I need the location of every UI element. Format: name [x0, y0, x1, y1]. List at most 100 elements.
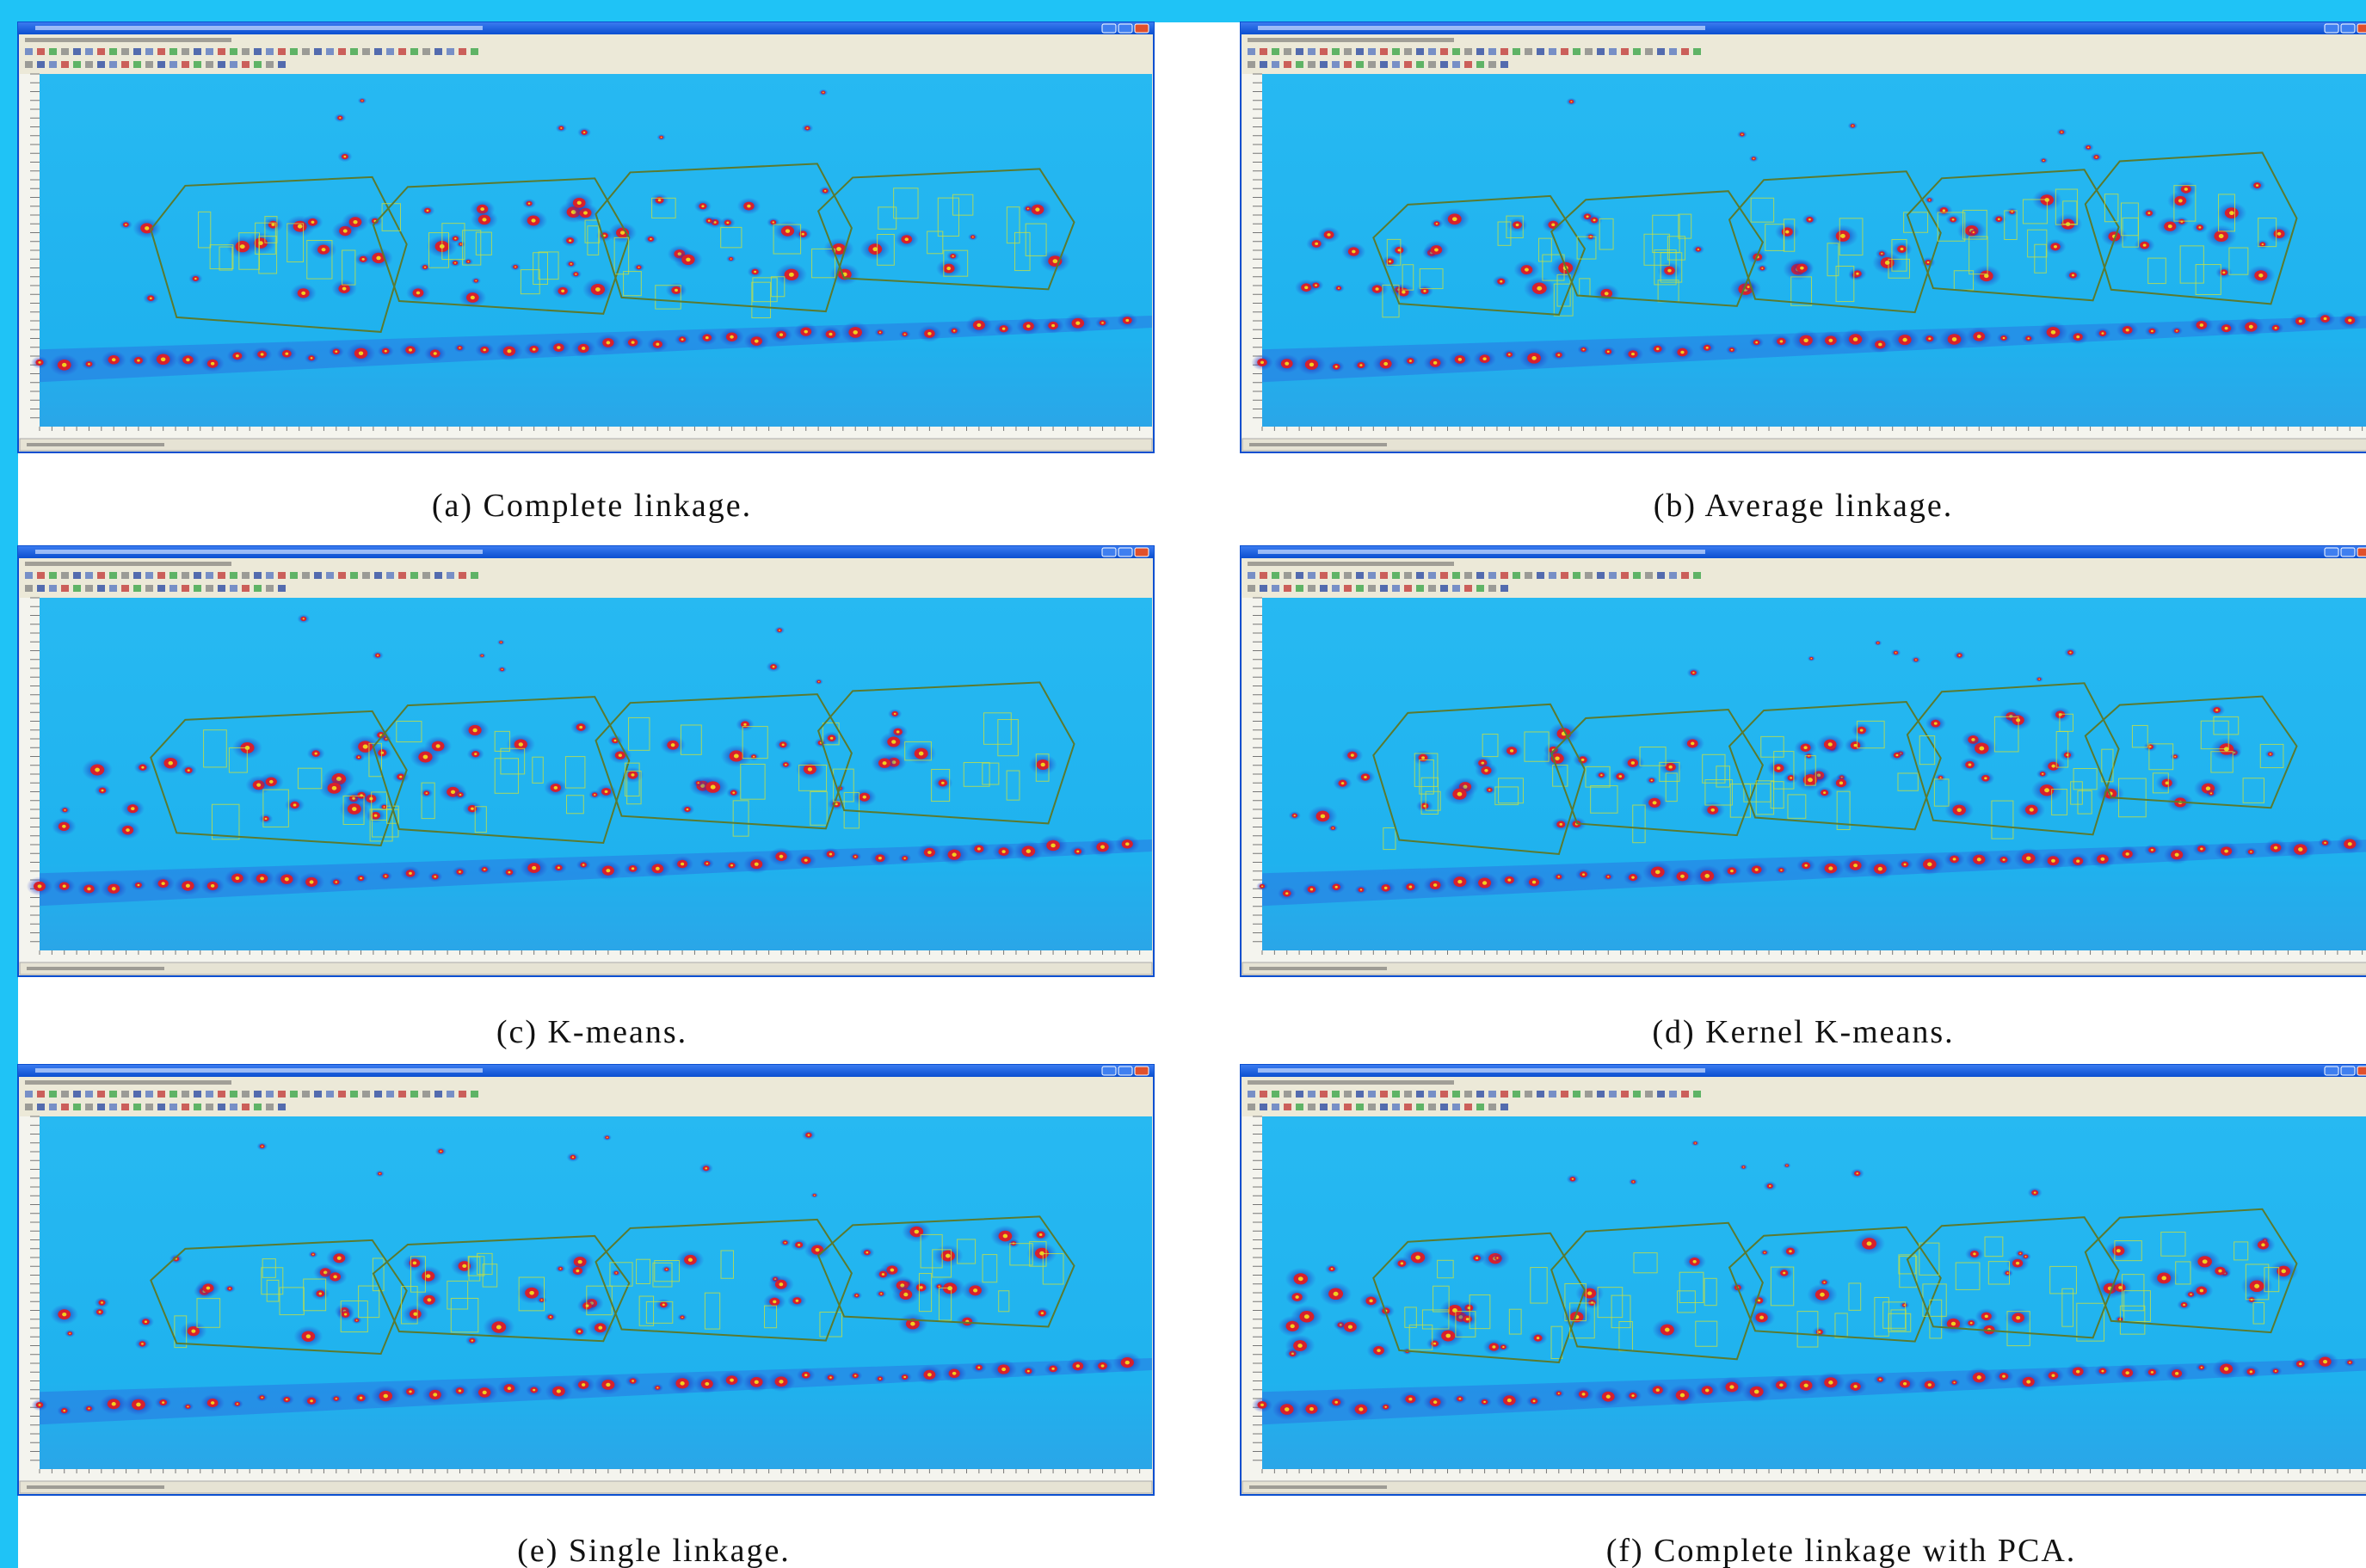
toolbar-icon — [121, 48, 129, 55]
peak-core — [2258, 274, 2263, 278]
peak-core — [730, 335, 734, 339]
peak-core — [1482, 881, 1487, 884]
peak-core — [1433, 883, 1437, 887]
toolbar-icon — [1404, 1104, 1412, 1110]
toolbar-icon — [1272, 1091, 1279, 1098]
toolbar-icon — [1464, 572, 1472, 579]
peak-core — [579, 726, 582, 729]
top-strip — [0, 0, 2366, 22]
toolbar-icon — [1392, 61, 1400, 68]
peak-core — [1476, 1257, 1478, 1259]
toolbar-icon — [1284, 61, 1291, 68]
peak-core — [972, 237, 974, 238]
toolbar-icon — [182, 585, 189, 592]
peak-core — [2126, 852, 2129, 856]
peak-core — [1492, 1345, 1495, 1348]
peak-core — [1457, 792, 1463, 796]
peak-core — [1631, 353, 1635, 355]
peak-core — [88, 363, 90, 365]
peak-core — [2101, 1370, 2104, 1373]
peak-core — [1943, 209, 1945, 212]
peak-core — [271, 224, 274, 226]
toolbar-icon — [1380, 585, 1388, 592]
toolbar-icon — [1621, 1091, 1629, 1098]
peak-core — [1759, 1316, 1764, 1319]
toolbar-icon — [1585, 572, 1593, 579]
window-button — [2341, 548, 2355, 556]
peak-core — [436, 744, 441, 747]
peak-core — [1853, 864, 1858, 867]
peak-core — [353, 220, 357, 224]
toolbar-icon — [386, 48, 394, 55]
peak-core — [816, 1248, 820, 1251]
peak-core — [474, 753, 477, 755]
peak-core — [1027, 1370, 1030, 1372]
ruler-bottom — [20, 950, 1152, 962]
toolbar-icon — [1344, 585, 1352, 592]
toolbar-icon — [422, 48, 430, 55]
peak-core — [977, 1367, 980, 1368]
peak-core — [1309, 363, 1314, 367]
peak-core — [708, 220, 711, 222]
peak-core — [560, 1268, 562, 1270]
figure: (a) Complete linkage. (b) Average linkag… — [0, 0, 2366, 1568]
toolbar-icon — [338, 1091, 346, 1098]
toolbar-icon — [97, 585, 105, 592]
screenshot — [18, 1065, 1154, 1495]
peak-core — [186, 884, 190, 888]
peak-core — [344, 1313, 347, 1316]
toolbar-icon — [25, 585, 33, 592]
peak-core — [2348, 319, 2351, 323]
peak-core — [301, 292, 305, 295]
toolbar-icon — [242, 1104, 250, 1110]
toolbar-icon — [1537, 48, 1544, 55]
peak-core — [2042, 773, 2043, 775]
peak-core — [2095, 157, 2097, 158]
peak-core — [632, 341, 635, 343]
toolbar-icon — [1476, 48, 1484, 55]
toolbar-icon — [1573, 48, 1580, 55]
peak-core — [2270, 753, 2271, 755]
toolbar-icon — [242, 585, 250, 592]
peak-core — [1309, 1407, 1314, 1411]
peak-core — [1783, 1272, 1785, 1275]
toolbar-icon — [194, 61, 201, 68]
peak-core — [882, 1273, 884, 1276]
peak-core — [2254, 1284, 2259, 1288]
peak-core — [2016, 1316, 2020, 1319]
toolbar-icon — [1296, 1091, 1303, 1098]
peak-core — [472, 729, 477, 733]
peak-core — [188, 769, 190, 772]
peak-core — [1803, 746, 1807, 749]
peak-core — [482, 655, 483, 656]
peak-core — [747, 205, 750, 208]
toolbar-icon — [1428, 572, 1436, 579]
peak-core — [1969, 764, 1972, 766]
peak-core — [1680, 875, 1685, 878]
peak-core — [607, 1137, 608, 1138]
toolbar-icon — [73, 585, 81, 592]
peak-core — [1755, 341, 1758, 343]
toolbar-icon — [1416, 585, 1424, 592]
menu-text-placeholder — [1248, 562, 1454, 566]
toolbar-icon — [471, 48, 478, 55]
peak-core — [1334, 1401, 1338, 1404]
peak-core — [1076, 1364, 1080, 1368]
peak-core — [2034, 1191, 2036, 1193]
peak-core — [533, 1389, 535, 1392]
peak-core — [1903, 1382, 1907, 1386]
peak-core — [1321, 815, 1326, 819]
toolbar-icon — [1284, 1091, 1291, 1098]
peak-core — [854, 856, 856, 858]
toolbar-icon — [1308, 48, 1315, 55]
toolbar-icon — [97, 1104, 105, 1110]
peak-core — [615, 1272, 617, 1274]
toolbar-icon — [1669, 1091, 1677, 1098]
peak-core — [169, 761, 173, 766]
peak-core — [1359, 364, 1362, 366]
peak-core — [829, 333, 832, 336]
toolbar-icon — [1248, 572, 1255, 579]
title-text-placeholder — [1258, 1068, 1705, 1073]
peak-core — [112, 1402, 116, 1405]
peak-core — [1828, 339, 1833, 342]
